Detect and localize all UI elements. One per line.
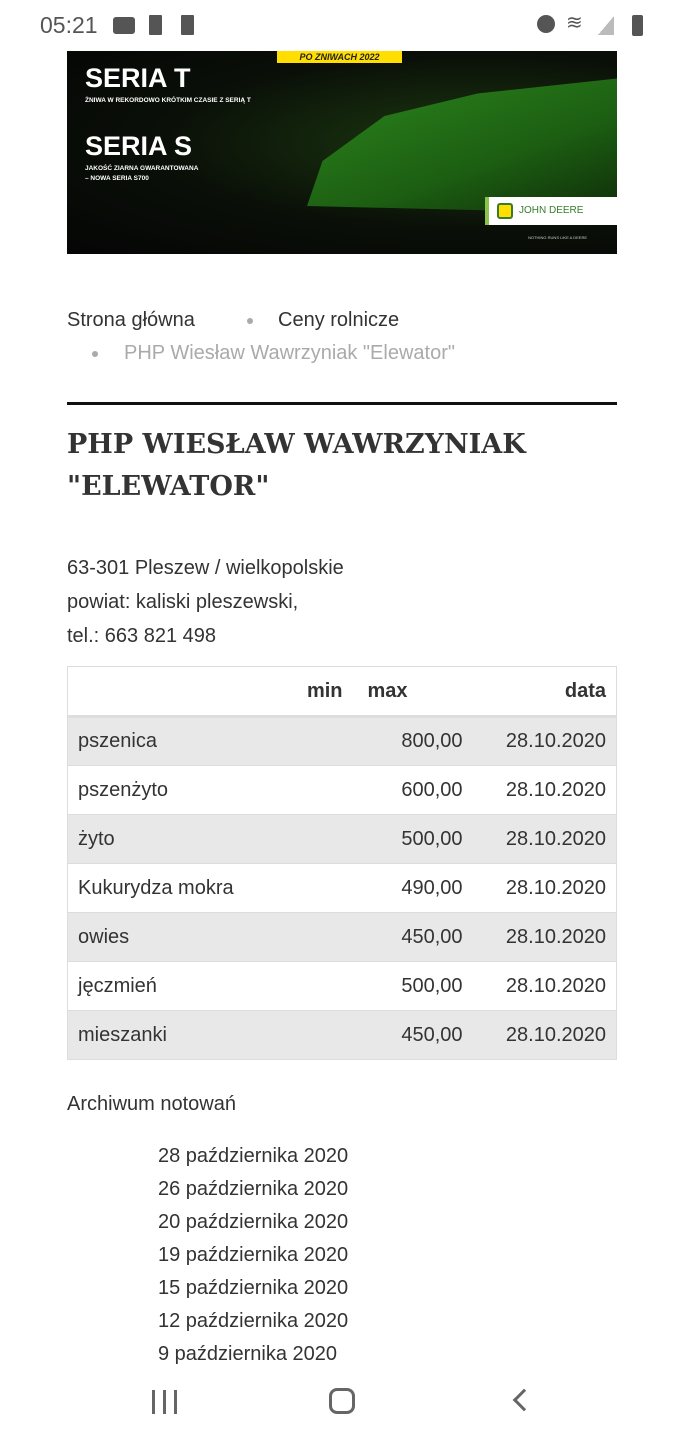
cell-min: [267, 912, 353, 962]
table-row: pszenżyto 600,00 28.10.2020: [67, 765, 617, 815]
table-row: owies 450,00 28.10.2020: [67, 912, 617, 962]
archive-link[interactable]: 19 października 2020: [158, 1240, 348, 1273]
brand-name: JOHN DEERE: [519, 205, 584, 216]
header-max: max: [352, 666, 463, 718]
back-icon[interactable]: [512, 1388, 536, 1412]
district-line: powiat: kaliski pleszewski,: [67, 591, 299, 613]
breadcrumb-home[interactable]: Strona główna: [67, 309, 195, 331]
table-row: jęczmień 500,00 28.10.2020: [67, 961, 617, 1011]
cell-date: 28.10.2020: [462, 814, 617, 864]
recent-apps-icon[interactable]: [152, 1390, 177, 1414]
cell-max: 450,00: [352, 912, 463, 962]
breadcrumb-separator: [92, 351, 98, 357]
cell-date: 28.10.2020: [462, 1010, 617, 1060]
cell-max: 450,00: [352, 1010, 463, 1060]
banner-tag: PO ZNIWACH 2022: [277, 51, 402, 63]
archive-link[interactable]: 28 października 2020: [158, 1141, 348, 1174]
archive-link[interactable]: 26 października 2020: [158, 1174, 348, 1207]
youtube-icon: [113, 17, 135, 34]
address-line: 63-301 Pleszew / wielkopolskie: [67, 557, 344, 579]
john-deere-ad-banner[interactable]: PO ZNIWACH 2022 SERIA T ŻNIWA W REKORDOW…: [67, 51, 617, 254]
cell-max: 500,00: [352, 961, 463, 1011]
archive-title: Archiwum notowań: [67, 1093, 236, 1115]
cell-grain: żyto: [67, 814, 268, 864]
cell-date: 28.10.2020: [462, 765, 617, 815]
deer-logo-icon: [497, 203, 513, 219]
cell-min: [267, 1010, 353, 1060]
header-date: data: [462, 666, 617, 718]
archive-link[interactable]: 20 października 2020: [158, 1207, 348, 1240]
table-row: Kukurydza mokra 490,00 28.10.2020: [67, 863, 617, 913]
banner-seria-s-sub2: – NOWA SERIA S700: [85, 175, 149, 182]
cell-grain: Kukurydza mokra: [67, 863, 268, 913]
cell-grain: owies: [67, 912, 268, 962]
table-row: żyto 500,00 28.10.2020: [67, 814, 617, 864]
john-deere-logo: JOHN DEERE: [485, 197, 617, 225]
wifi-icon: ≋: [566, 12, 583, 34]
banner-seria-t: SERIA T: [85, 63, 191, 93]
cell-grain: pszenżyto: [67, 765, 268, 815]
banner-seria-s-sub: JAKOŚĆ ZIARNA GWARANTOWANA: [85, 165, 199, 172]
breadcrumb-separator: [247, 318, 253, 324]
cell-date: 28.10.2020: [462, 912, 617, 962]
battery-icon: [632, 15, 643, 36]
navigation-bar: [0, 1366, 683, 1440]
status-bar: 05:21 ≋: [0, 0, 683, 50]
status-time: 05:21: [40, 12, 98, 38]
prices-table: min max data pszenica 800,00 28.10.2020 psz…: [67, 666, 617, 1060]
header-name: [67, 666, 268, 718]
signal-icon: [598, 16, 614, 35]
cell-max: 500,00: [352, 814, 463, 864]
cell-max: 490,00: [352, 863, 463, 913]
alarm-icon: [537, 15, 555, 33]
address-block: 63-301 Pleszew / wielkopolskie powiat: k…: [67, 551, 344, 653]
cell-date: 28.10.2020: [462, 961, 617, 1011]
banner-seria-t-sub: ŻNIWA W REKORDOWO KRÓTKIM CZASIE Z SERIĄ…: [85, 97, 251, 104]
cell-grain: mieszanki: [67, 1010, 268, 1060]
cell-min: [267, 814, 353, 864]
archive-link[interactable]: 9 października 2020: [158, 1339, 348, 1365]
cell-grain: pszenica: [67, 716, 268, 766]
banner-slogan: NOTHING RUNS LIKE A DEERE: [528, 235, 587, 240]
phone-line: tel.: 663 821 498: [67, 625, 217, 647]
cell-max: 600,00: [352, 765, 463, 815]
cell-max: 800,00: [352, 716, 463, 766]
cell-min: [267, 765, 353, 815]
divider: [67, 402, 617, 405]
cell-min: [267, 716, 353, 766]
cell-date: 28.10.2020: [462, 863, 617, 913]
cell-min: [267, 961, 353, 1011]
table-header: min max data: [67, 666, 617, 718]
breadcrumb-prices[interactable]: Ceny rolnicze: [278, 309, 400, 331]
sd-card-icon: [149, 15, 162, 35]
cell-date: 28.10.2020: [462, 716, 617, 766]
table-row: pszenica 800,00 28.10.2020: [67, 716, 617, 766]
page-title: PHP WIESŁAW WAWRZYNIAK "ELEWATOR": [67, 429, 526, 502]
header-min: min: [267, 666, 353, 718]
breadcrumb-current: PHP Wiesław Wawrzyniak "Elewator": [124, 342, 455, 364]
archive-link[interactable]: 12 października 2020: [158, 1306, 348, 1339]
cell-grain: jęczmień: [67, 961, 268, 1011]
cell-min: [267, 863, 353, 913]
banner-seria-s: SERIA S: [85, 131, 193, 161]
sd-card-icon: [181, 15, 194, 35]
archive-link[interactable]: 15 października 2020: [158, 1273, 348, 1306]
table-row: mieszanki 450,00 28.10.2020: [67, 1010, 617, 1060]
home-icon[interactable]: [329, 1388, 355, 1414]
archive-list: 28 października 2020 26 października 2020…: [158, 1141, 348, 1365]
